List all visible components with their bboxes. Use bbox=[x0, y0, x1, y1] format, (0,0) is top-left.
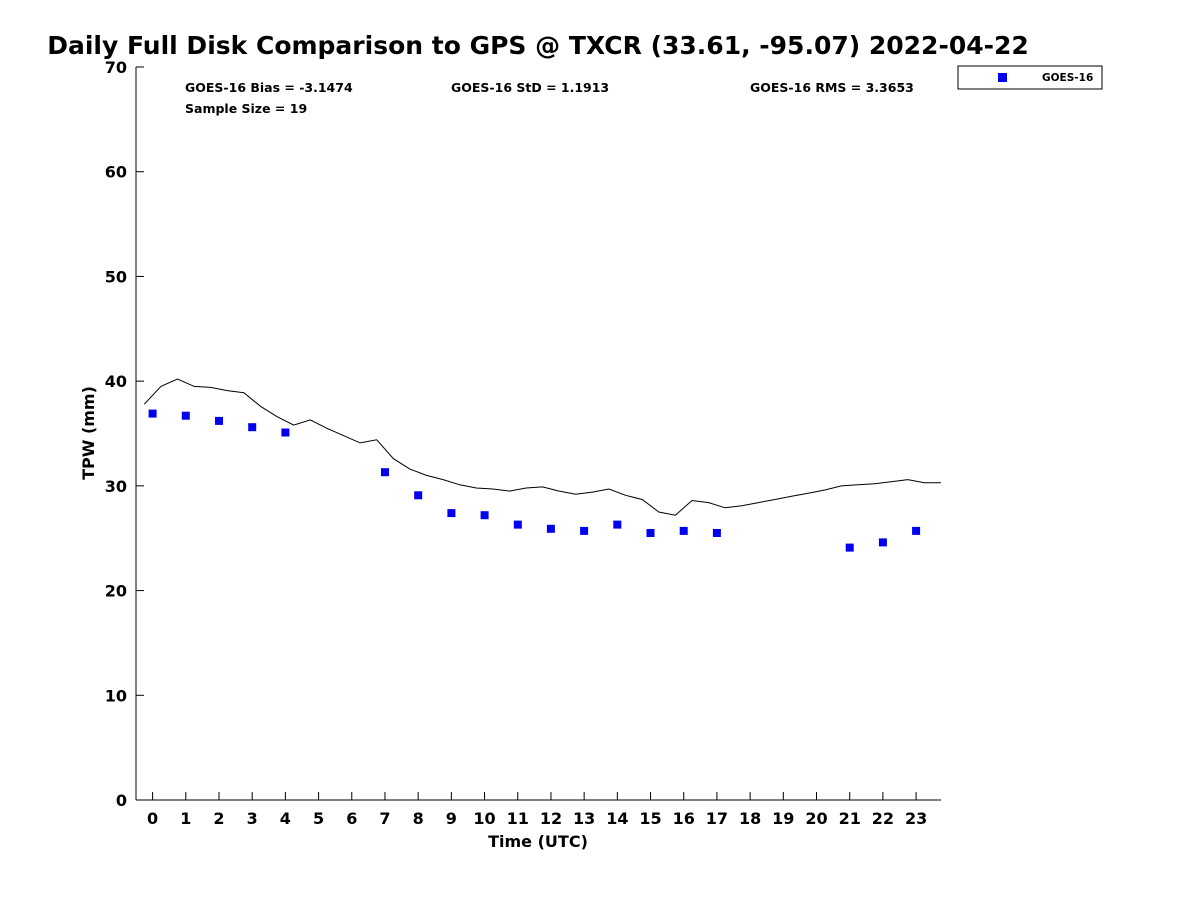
gps-tpw-line bbox=[143, 378, 941, 516]
legend: GOES-16 bbox=[957, 65, 1103, 90]
goes16-point bbox=[480, 511, 489, 520]
goes16-point bbox=[845, 543, 854, 552]
goes16-points bbox=[148, 409, 921, 552]
y-tick-label: 60 bbox=[105, 163, 127, 182]
goes16-point bbox=[248, 423, 257, 432]
x-tick-label: 3 bbox=[247, 809, 258, 828]
x-tick-label: 14 bbox=[606, 809, 628, 828]
goes16-point bbox=[712, 529, 721, 537]
x-tick-label: 19 bbox=[772, 809, 794, 828]
y-tick-label: 50 bbox=[105, 267, 127, 286]
goes16-point bbox=[613, 520, 622, 529]
y-tick-label: 20 bbox=[105, 582, 127, 601]
goes16-point bbox=[513, 520, 522, 529]
legend-label: GOES-16 bbox=[1042, 72, 1093, 84]
goes16-point bbox=[646, 529, 655, 537]
x-tick-label: 17 bbox=[706, 809, 728, 828]
plot-area bbox=[136, 67, 941, 800]
goes16-point bbox=[148, 409, 157, 418]
y-tick-label: 40 bbox=[105, 372, 127, 391]
x-tick-label: 18 bbox=[739, 809, 761, 828]
x-tick-label: 8 bbox=[413, 809, 424, 828]
y-tick-label: 10 bbox=[105, 686, 127, 705]
goes16-point bbox=[381, 468, 389, 477]
y-axis-label: TPW (mm) bbox=[79, 386, 98, 480]
x-tick-label: 12 bbox=[540, 809, 562, 828]
rms-stat: GOES-16 RMS = 3.3653 bbox=[750, 80, 914, 95]
x-tick-label: 9 bbox=[446, 809, 457, 828]
goes16-point bbox=[580, 526, 589, 535]
chart-title: Daily Full Disk Comparison to GPS @ TXCR… bbox=[47, 31, 1029, 60]
y-tick-label: 70 bbox=[105, 58, 127, 77]
x-tick-label: 4 bbox=[280, 809, 291, 828]
goes16-point bbox=[181, 411, 190, 420]
x-tick-label: 0 bbox=[147, 809, 158, 828]
goes16-point bbox=[878, 538, 887, 547]
x-tick-label: 20 bbox=[805, 809, 827, 828]
bias-stat: GOES-16 Bias = -3.1474 bbox=[185, 80, 353, 95]
std-stat: GOES-16 StD = 1.1913 bbox=[451, 80, 609, 95]
x-tick-label: 5 bbox=[313, 809, 324, 828]
x-tick-label: 15 bbox=[639, 809, 661, 828]
x-tick-label: 2 bbox=[213, 809, 224, 828]
legend-box bbox=[957, 65, 1103, 90]
x-tick-label: 7 bbox=[379, 809, 390, 828]
y-axis-ticks: 0 10 20 30 40 50 60 70 bbox=[105, 58, 144, 810]
goes16-point bbox=[215, 416, 223, 425]
x-tick-label: 22 bbox=[872, 809, 894, 828]
x-tick-label: 1 bbox=[180, 809, 191, 828]
goes16-point bbox=[912, 526, 921, 535]
y-tick-label: 30 bbox=[105, 477, 127, 496]
goes16-point bbox=[447, 509, 456, 518]
x-tick-label: 13 bbox=[573, 809, 595, 828]
goes16-point bbox=[546, 524, 555, 533]
x-axis-label: Time (UTC) bbox=[488, 832, 588, 851]
y-tick-label: 0 bbox=[116, 791, 127, 810]
x-axis-ticks: 0 1 2 3 4 5 6 7 8 9 10 11 12 13 14 15 16 17 18 19 20 21 22 23 bbox=[147, 792, 927, 828]
goes16-point bbox=[281, 428, 290, 437]
x-tick-label: 23 bbox=[905, 809, 927, 828]
goes16-point bbox=[414, 491, 423, 500]
goes16-point bbox=[679, 526, 688, 535]
x-tick-label: 10 bbox=[473, 809, 495, 828]
x-tick-label: 16 bbox=[673, 809, 695, 828]
legend-marker-square bbox=[998, 73, 1007, 82]
x-tick-label: 11 bbox=[507, 809, 529, 828]
x-tick-label: 21 bbox=[839, 809, 861, 828]
x-tick-label: 6 bbox=[346, 809, 357, 828]
sample-size-stat: Sample Size = 19 bbox=[185, 101, 307, 116]
